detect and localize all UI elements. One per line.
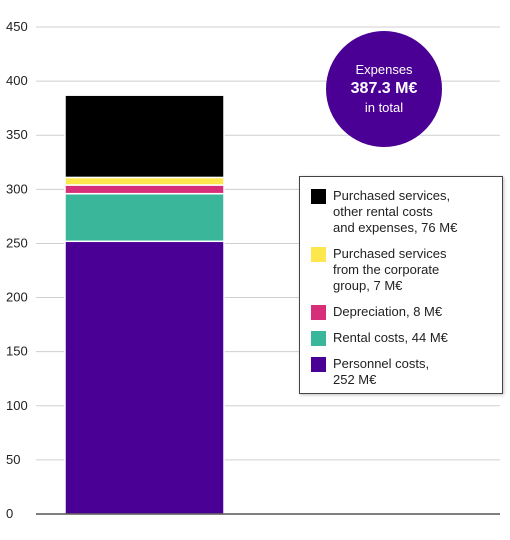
total-expenses-badge: Expenses 387.3 M€ in total	[326, 31, 442, 147]
legend-item-depreciation: Depreciation, 8 M€	[311, 304, 492, 320]
legend-label: Purchased services from the corporate gr…	[333, 246, 447, 293]
legend-swatch	[311, 331, 326, 346]
bar-segment-1	[64, 192, 225, 243]
y-tick-label: 200	[6, 290, 28, 305]
legend-label: Purchased services, other rental costs a…	[333, 188, 458, 235]
legend-swatch	[311, 189, 326, 204]
bar-segment-2	[64, 184, 225, 195]
bar-segment-3	[64, 176, 225, 186]
badge-label: Expenses	[355, 61, 413, 77]
y-tick-label: 50	[6, 452, 20, 467]
y-tick-label: 0	[6, 506, 13, 521]
bar-segment-0	[64, 240, 225, 515]
legend-swatch	[311, 357, 326, 372]
legend-item-purchased-services-group: Purchased services from the corporate gr…	[311, 246, 492, 294]
bar-segments	[64, 94, 225, 515]
y-tick-label: 100	[6, 398, 28, 413]
badge-value: 387.3 M€	[350, 80, 418, 97]
legend-swatch	[311, 247, 326, 262]
y-tick-label: 450	[6, 19, 28, 34]
y-axis-ticks: 0 50 100 150 200 250 300 350 400 450	[6, 19, 28, 521]
badge-sublabel: in total	[364, 100, 404, 115]
legend-item-purchased-services-other: Purchased services, other rental costs a…	[311, 188, 492, 236]
legend: Purchased services, other rental costs a…	[299, 176, 503, 394]
y-tick-label: 400	[6, 73, 28, 88]
y-tick-label: 300	[6, 181, 28, 196]
legend-label: Depreciation, 8 M€	[333, 304, 443, 319]
legend-swatch	[311, 305, 326, 320]
legend-item-rental-costs: Rental costs, 44 M€	[311, 330, 492, 346]
y-tick-label: 250	[6, 235, 28, 250]
legend-item-personnel-costs: Personnel costs, 252 M€	[311, 356, 492, 388]
y-tick-label: 150	[6, 344, 28, 359]
y-tick-label: 350	[6, 127, 28, 142]
legend-label: Personnel costs, 252 M€	[333, 356, 430, 387]
legend-label: Rental costs, 44 M€	[333, 330, 448, 345]
bar-segment-4	[64, 94, 225, 179]
